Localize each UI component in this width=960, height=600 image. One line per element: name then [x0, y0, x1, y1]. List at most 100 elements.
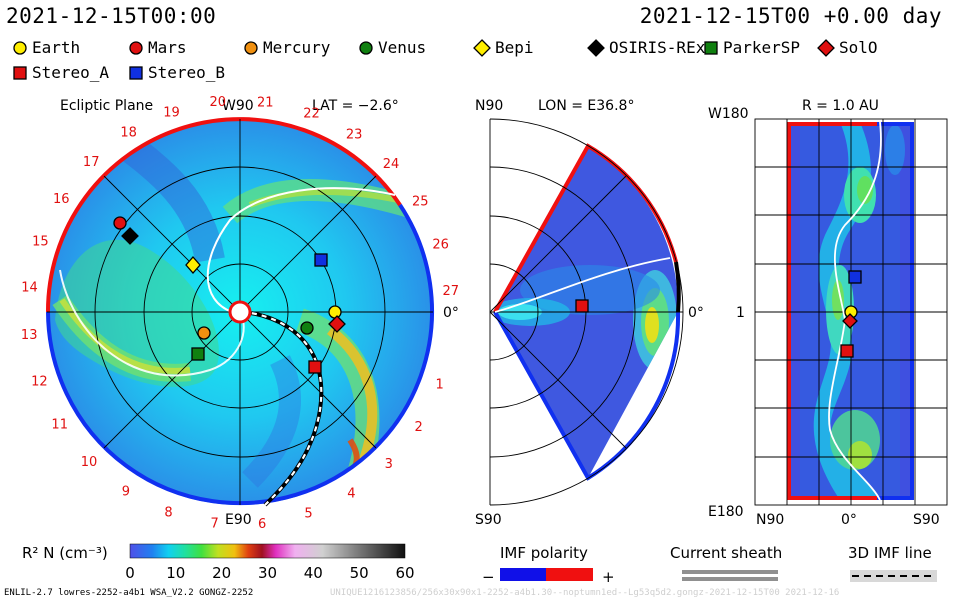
carrington-tick-label: 19 — [163, 105, 180, 120]
ecliptic-top-label: W90 — [222, 98, 254, 114]
carrington-tick-label: 27 — [443, 284, 460, 299]
legend-mars-label: Mars — [148, 38, 187, 57]
ecliptic-bottom-label: E90 — [225, 512, 252, 528]
legend-stereo-a-label: Stereo_A — [32, 63, 110, 82]
footer-model-info: ENLIL-2.7 lowres-2252-a4b1 WSA_V2.2 GONG… — [4, 588, 254, 598]
legend-stereo-b-label: Stereo_B — [148, 63, 226, 82]
colorbar-tick-label: 50 — [350, 564, 369, 582]
carrington-tick-label: 12 — [31, 375, 48, 390]
meridional-current-sheath — [494, 257, 671, 313]
current-sheath-swatch — [682, 570, 778, 574]
carrington-tick-label: 11 — [51, 417, 68, 432]
colorbar-tick-label: 60 — [395, 564, 414, 582]
carrington-tick-label: 16 — [53, 192, 70, 207]
datetime-title: 2021-12-15T00:00 — [6, 4, 217, 28]
colorbar-tick-label: 20 — [212, 564, 231, 582]
ecliptic-lat-label: LAT = −2.6° — [312, 98, 399, 114]
carrington-tick-label: 10 — [81, 455, 98, 470]
current-sheath-title: Current sheath — [670, 544, 782, 562]
osiris-rex-marker-icon — [587, 38, 605, 57]
carrington-tick-label: 14 — [21, 281, 38, 296]
colorbar-tick-label: 40 — [304, 564, 323, 582]
mars-marker-icon — [113, 216, 127, 230]
stereo-a-marker-icon — [840, 344, 854, 358]
legend-bepi-label: Bepi — [495, 38, 534, 57]
earth-marker-icon — [13, 40, 27, 55]
legend-stereo-a: Stereo_A — [12, 63, 109, 82]
legend-bepi: Bepi — [473, 38, 534, 57]
radial-bodies — [840, 270, 862, 358]
ecliptic-title: Ecliptic Plane — [60, 98, 153, 114]
colorbar-tick-label: 30 — [258, 564, 277, 582]
radial-x-label-0: 0° — [841, 512, 857, 528]
radial-edge-negative — [877, 122, 914, 126]
mercury-marker-icon — [197, 326, 211, 340]
imf-polarity-title: IMF polarity — [500, 544, 588, 562]
venus-marker-icon — [359, 40, 373, 55]
ecliptic-panel: Ecliptic Plane W90 E90 0° LAT = −2.6° 20… — [21, 95, 459, 532]
earth-marker-icon — [328, 305, 342, 319]
ecliptic-rim-negative — [46, 203, 434, 506]
legend-earth: Earth — [12, 38, 80, 57]
carrington-tick-label: 6 — [258, 517, 266, 532]
osiris-rex-marker-icon — [121, 227, 139, 245]
ecliptic-current-sheath — [206, 187, 396, 313]
radial-mid-label: 1 — [736, 305, 745, 321]
solo-marker-icon — [328, 315, 346, 333]
legend-mercury: Mercury — [243, 38, 330, 57]
legend-mars: Mars — [128, 38, 187, 57]
radial-title: R = 1.0 AU — [802, 98, 879, 114]
legend-venus: Venus — [358, 38, 426, 57]
colorbar-tick-label: 10 — [166, 564, 185, 582]
bepi-marker-icon — [185, 256, 201, 274]
legend-osiris-rex-label: OSIRIS-REx — [609, 38, 706, 57]
radial-bottom-label: E180 — [708, 504, 744, 520]
legend-earth-label: Earth — [32, 38, 81, 57]
colorbar: R² N (cm⁻³) 0 10 20 30 40 50 60 — [22, 543, 415, 582]
carrington-tick-label: 9 — [122, 485, 130, 500]
carrington-tick-label: 15 — [32, 235, 49, 250]
legend-stereo-b: Stereo_B — [128, 63, 225, 82]
carrington-tick-label: 25 — [412, 195, 429, 210]
mars-marker-icon — [129, 40, 143, 55]
colorbar-tick-labels: 0 10 20 30 40 50 60 — [125, 564, 414, 582]
carrington-tick-label: 21 — [257, 96, 274, 111]
imf-positive-swatch — [546, 568, 593, 581]
footer-run-id: UNIQUE1216123856/256x30x90x1-2252-a4b1.3… — [330, 588, 840, 598]
colorbar-gradient — [129, 543, 406, 559]
stereo-b-marker-icon — [848, 270, 862, 284]
meridional-bottom-label: S90 — [475, 512, 502, 528]
carrington-tick-label: 7 — [211, 517, 219, 532]
carrington-tick-label: 8 — [164, 506, 172, 521]
ecliptic-right-label: 0° — [443, 305, 459, 321]
stereo-a-marker-icon — [308, 360, 322, 374]
radial-top-label: W180 — [708, 106, 749, 122]
colorbar-tick-label: 0 — [125, 564, 135, 582]
imf-negative-swatch — [500, 568, 546, 581]
parkersp-marker-icon — [191, 347, 205, 361]
carrington-tick-label: 1 — [435, 378, 443, 393]
legend-parkersp-label: ParkerSP — [723, 38, 801, 57]
imf-line-key: 3D IMF line — [848, 544, 937, 582]
legend-solo: SolO — [817, 38, 878, 57]
carrington-tick-label: 23 — [346, 127, 363, 142]
carrington-tick-label: 3 — [385, 457, 393, 472]
solo-marker-icon — [817, 38, 835, 57]
imf-minus-label: − — [482, 568, 495, 586]
stereo-a-marker-icon — [575, 299, 589, 313]
meridional-lon-label: LON = E36.8° — [538, 98, 634, 114]
carrington-tick-label: 5 — [304, 507, 312, 522]
parkersp-marker-icon — [704, 40, 718, 55]
legend-parkersp: ParkerSP — [703, 38, 800, 57]
meridional-edge-negative — [493, 311, 681, 481]
relative-time-title: 2021-12-15T00 +0.00 day — [639, 4, 942, 28]
colorbar-label: R² N (cm⁻³) — [22, 544, 108, 562]
carrington-tick-label: 4 — [347, 486, 355, 501]
legend-venus-label: Venus — [378, 38, 427, 57]
sun-icon — [228, 300, 252, 324]
ecliptic-bodies — [113, 216, 346, 374]
legend-mercury-label: Mercury — [263, 38, 331, 57]
stereo-a-marker-icon — [13, 65, 27, 80]
radial-x-label-s90: S90 — [913, 512, 940, 528]
